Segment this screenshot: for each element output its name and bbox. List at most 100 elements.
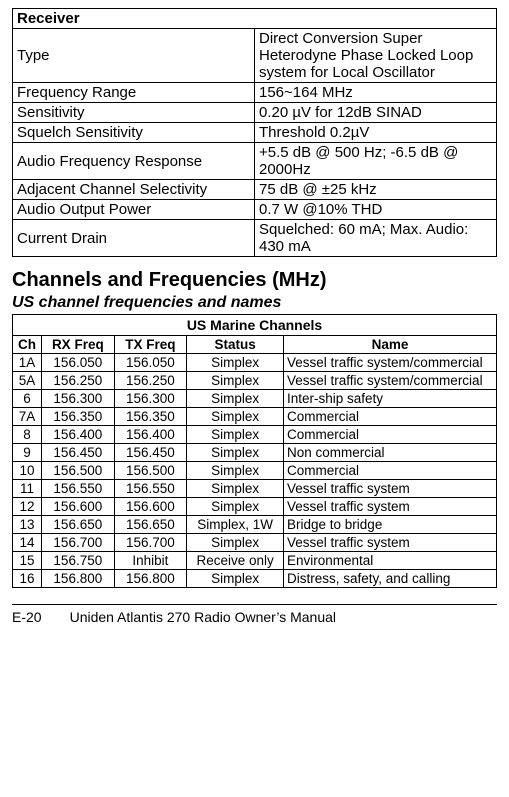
spec-label: Audio Frequency Response — [13, 143, 255, 180]
channel-row: 9156.450156.450SimplexNon commercial — [13, 444, 497, 462]
spec-value: 0.20 µV for 12dB SINAD — [255, 103, 497, 123]
spec-value: 156~164 MHz — [255, 83, 497, 103]
cell-tx: 156.700 — [114, 534, 187, 552]
cell-ch: 1A — [13, 354, 42, 372]
channel-row: 7A156.350156.350SimplexCommercial — [13, 408, 497, 426]
cell-rx: 156.400 — [42, 426, 115, 444]
cell-name: Vessel traffic system — [284, 534, 497, 552]
cell-status: Simplex — [187, 534, 284, 552]
spec-label: Squelch Sensitivity — [13, 123, 255, 143]
cell-status: Simplex — [187, 444, 284, 462]
cell-tx: 156.450 — [114, 444, 187, 462]
spec-label: Type — [13, 29, 255, 83]
cell-status: Simplex, 1W — [187, 516, 284, 534]
cell-tx: 156.300 — [114, 390, 187, 408]
spec-value: 75 dB @ ±25 kHz — [255, 180, 497, 200]
spec-value: 0.7 W @10% THD — [255, 200, 497, 220]
spec-row: Audio Output Power0.7 W @10% THD — [13, 200, 497, 220]
cell-rx: 156.600 — [42, 498, 115, 516]
col-name: Name — [284, 336, 497, 354]
spec-value: +5.5 dB @ 500 Hz; -6.5 dB @ 2000Hz — [255, 143, 497, 180]
channels-section-title: Channels and Frequencies (MHz) — [12, 269, 497, 292]
channel-row: 10156.500156.500SimplexCommercial — [13, 462, 497, 480]
cell-name: Commercial — [284, 462, 497, 480]
cell-ch: 7A — [13, 408, 42, 426]
cell-name: Inter-ship safety — [284, 390, 497, 408]
spec-value: Direct Conversion Super Heterodyne Phase… — [255, 29, 497, 83]
cell-name: Vessel traffic system — [284, 480, 497, 498]
receiver-header: Receiver — [13, 9, 497, 29]
cell-name: Commercial — [284, 408, 497, 426]
spec-label: Sensitivity — [13, 103, 255, 123]
cell-status: Simplex — [187, 570, 284, 588]
channel-row: 5A156.250156.250SimplexVessel traffic sy… — [13, 372, 497, 390]
cell-rx: 156.750 — [42, 552, 115, 570]
cell-ch: 14 — [13, 534, 42, 552]
cell-status: Simplex — [187, 426, 284, 444]
cell-tx: Inhibit — [114, 552, 187, 570]
cell-ch: 13 — [13, 516, 42, 534]
channel-row: 14156.700156.700SimplexVessel traffic sy… — [13, 534, 497, 552]
spec-label: Adjacent Channel Selectivity — [13, 180, 255, 200]
channels-table: US Marine Channels Ch RX Freq TX Freq St… — [12, 314, 497, 588]
receiver-rows: TypeDirect Conversion Super Heterodyne P… — [13, 29, 497, 257]
cell-tx: 156.500 — [114, 462, 187, 480]
cell-tx: 156.650 — [114, 516, 187, 534]
channel-row: 16156.800156.800SimplexDistress, safety,… — [13, 570, 497, 588]
cell-ch: 6 — [13, 390, 42, 408]
cell-tx: 156.250 — [114, 372, 187, 390]
cell-status: Simplex — [187, 462, 284, 480]
cell-tx: 156.400 — [114, 426, 187, 444]
cell-tx: 156.050 — [114, 354, 187, 372]
cell-ch: 9 — [13, 444, 42, 462]
spec-value: Squelched: 60 mA; Max. Audio: 430 mA — [255, 220, 497, 257]
cell-tx: 156.350 — [114, 408, 187, 426]
receiver-specs-table: Receiver TypeDirect Conversion Super Het… — [12, 8, 497, 257]
cell-status: Simplex — [187, 498, 284, 516]
cell-rx: 156.550 — [42, 480, 115, 498]
spec-row: TypeDirect Conversion Super Heterodyne P… — [13, 29, 497, 83]
cell-rx: 156.350 — [42, 408, 115, 426]
cell-ch: 8 — [13, 426, 42, 444]
channels-subheading: US channel frequencies and names — [12, 294, 497, 312]
cell-rx: 156.250 — [42, 372, 115, 390]
col-ch: Ch — [13, 336, 42, 354]
col-rx: RX Freq — [42, 336, 115, 354]
cell-name: Bridge to bridge — [284, 516, 497, 534]
col-tx: TX Freq — [114, 336, 187, 354]
spec-row: Current DrainSquelched: 60 mA; Max. Audi… — [13, 220, 497, 257]
cell-name: Distress, safety, and calling — [284, 570, 497, 588]
cell-name: Vessel traffic system — [284, 498, 497, 516]
spec-row: Frequency Range156~164 MHz — [13, 83, 497, 103]
cell-tx: 156.800 — [114, 570, 187, 588]
cell-ch: 16 — [13, 570, 42, 588]
spec-row: Audio Frequency Response+5.5 dB @ 500 Hz… — [13, 143, 497, 180]
cell-rx: 156.050 — [42, 354, 115, 372]
cell-name: Environmental — [284, 552, 497, 570]
spec-label: Frequency Range — [13, 83, 255, 103]
channel-row: 11156.550156.550SimplexVessel traffic sy… — [13, 480, 497, 498]
cell-status: Simplex — [187, 354, 284, 372]
cell-rx: 156.650 — [42, 516, 115, 534]
cell-ch: 5A — [13, 372, 42, 390]
spec-label: Audio Output Power — [13, 200, 255, 220]
spec-row: Adjacent Channel Selectivity75 dB @ ±25 … — [13, 180, 497, 200]
cell-rx: 156.800 — [42, 570, 115, 588]
channel-row: 6156.300156.300SimplexInter-ship safety — [13, 390, 497, 408]
cell-rx: 156.500 — [42, 462, 115, 480]
channel-row: 12156.600156.600SimplexVessel traffic sy… — [13, 498, 497, 516]
cell-rx: 156.450 — [42, 444, 115, 462]
cell-name: Vessel traffic system/commercial — [284, 354, 497, 372]
cell-ch: 10 — [13, 462, 42, 480]
page-footer: E-20 Uniden Atlantis 270 Radio Owner’s M… — [12, 604, 497, 625]
cell-tx: 156.550 — [114, 480, 187, 498]
cell-status: Simplex — [187, 408, 284, 426]
channel-row: 8156.400156.400SimplexCommercial — [13, 426, 497, 444]
channel-row: 15156.750InhibitReceive onlyEnvironmenta… — [13, 552, 497, 570]
spec-row: Squelch SensitivityThreshold 0.2µV — [13, 123, 497, 143]
cell-rx: 156.700 — [42, 534, 115, 552]
cell-name: Non commercial — [284, 444, 497, 462]
cell-status: Simplex — [187, 372, 284, 390]
cell-name: Commercial — [284, 426, 497, 444]
channel-row: 13156.650156.650Simplex, 1WBridge to bri… — [13, 516, 497, 534]
